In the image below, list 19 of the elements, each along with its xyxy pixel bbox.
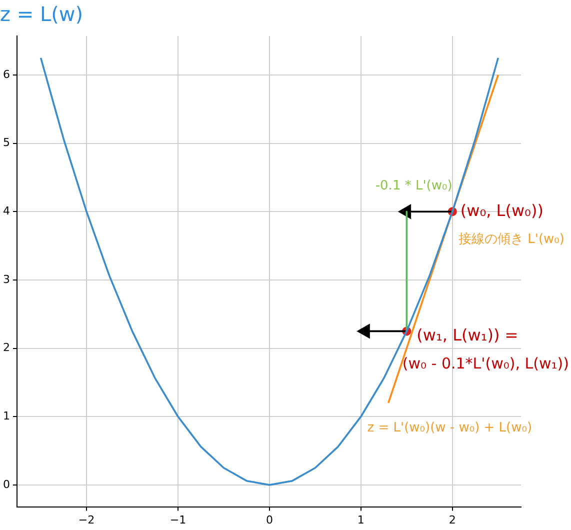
y-tick-label: 6 xyxy=(3,68,10,81)
annotation: (w₁, L(w₁)) = xyxy=(416,325,518,344)
annotation: -0.1 * L'(w₀) xyxy=(375,178,452,194)
x-tick-label: 1 xyxy=(357,513,364,526)
y-tick-label: 4 xyxy=(3,204,10,218)
annotation: (w₀ - 0.1*L'(w₀), L(w₁)) xyxy=(402,354,570,373)
annotation: 接線の傾き L'(w₀) xyxy=(458,232,564,248)
chart-title: z = L(w) xyxy=(0,2,84,26)
x-tick-label: 2 xyxy=(448,513,456,526)
y-tick-label: 2 xyxy=(3,341,10,354)
x-tick-label: −1 xyxy=(170,513,186,526)
y-tick-label: 1 xyxy=(3,409,10,422)
y-tick-label: 5 xyxy=(3,136,10,150)
y-tick-label: 0 xyxy=(3,478,10,491)
y-tick-label: 3 xyxy=(3,272,10,286)
x-tick-label: 0 xyxy=(266,513,273,526)
annotation: z = L'(w₀)(w - w₀) + L(w₀) xyxy=(367,420,532,436)
x-tick-label: −2 xyxy=(78,513,95,526)
annotation: (w₀, L(w₀)) xyxy=(460,200,544,220)
